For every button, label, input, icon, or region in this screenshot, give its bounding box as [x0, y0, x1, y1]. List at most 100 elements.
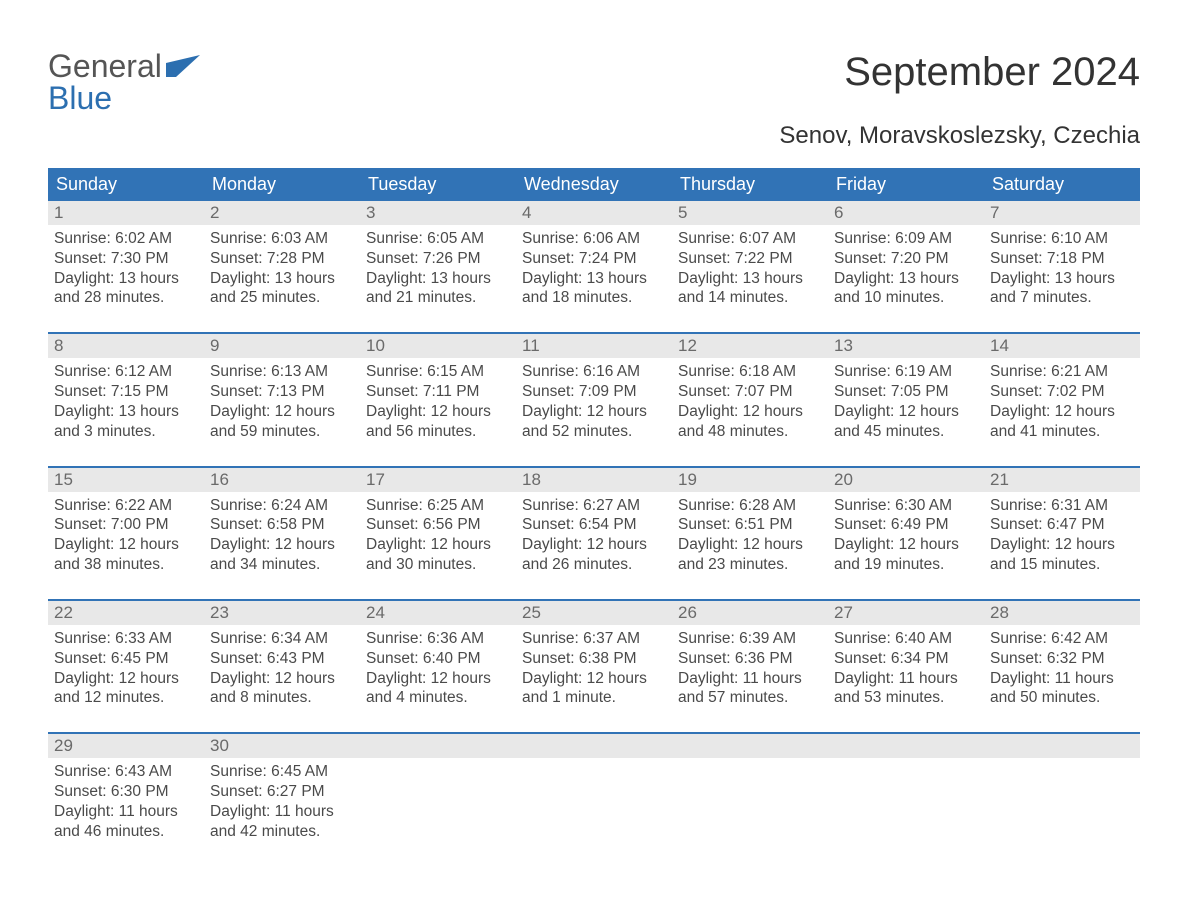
daylight-line-2: and 48 minutes.	[678, 422, 822, 442]
day-cell: Sunrise: 6:34 AMSunset: 6:43 PMDaylight:…	[204, 625, 360, 730]
daylight-line-2: and 21 minutes.	[366, 288, 510, 308]
daylight-line-2: and 53 minutes.	[834, 688, 978, 708]
day-cell: Sunrise: 6:25 AMSunset: 6:56 PMDaylight:…	[360, 492, 516, 597]
daylight-line-2: and 28 minutes.	[54, 288, 198, 308]
day-number: 19	[672, 468, 828, 492]
daylight-line-2: and 25 minutes.	[210, 288, 354, 308]
day-cell: Sunrise: 6:28 AMSunset: 6:51 PMDaylight:…	[672, 492, 828, 597]
day-cell: Sunrise: 6:36 AMSunset: 6:40 PMDaylight:…	[360, 625, 516, 730]
daylight-line-1: Daylight: 12 hours	[366, 669, 510, 689]
sunset-line: Sunset: 7:11 PM	[366, 382, 510, 402]
daylight-line-2: and 12 minutes.	[54, 688, 198, 708]
day-cell: Sunrise: 6:06 AMSunset: 7:24 PMDaylight:…	[516, 225, 672, 330]
sunset-line: Sunset: 7:07 PM	[678, 382, 822, 402]
day-number: 30	[204, 734, 360, 758]
day-number: 18	[516, 468, 672, 492]
daylight-line-2: and 45 minutes.	[834, 422, 978, 442]
day-cell	[672, 758, 828, 863]
day-cell	[828, 758, 984, 863]
sunset-line: Sunset: 6:27 PM	[210, 782, 354, 802]
sunset-line: Sunset: 7:26 PM	[366, 249, 510, 269]
sunrise-line: Sunrise: 6:06 AM	[522, 229, 666, 249]
dow-cell: Thursday	[672, 168, 828, 201]
location: Senov, Moravskoslezsky, Czechia	[48, 122, 1140, 150]
sunrise-line: Sunrise: 6:40 AM	[834, 629, 978, 649]
daylight-line-2: and 46 minutes.	[54, 822, 198, 842]
day-cell: Sunrise: 6:07 AMSunset: 7:22 PMDaylight:…	[672, 225, 828, 330]
day-number	[672, 734, 828, 758]
day-cell: Sunrise: 6:21 AMSunset: 7:02 PMDaylight:…	[984, 358, 1140, 463]
daylight-line-1: Daylight: 13 hours	[366, 269, 510, 289]
logo-text-blue: Blue	[48, 80, 112, 116]
daylight-line-1: Daylight: 11 hours	[678, 669, 822, 689]
day-cell: Sunrise: 6:33 AMSunset: 6:45 PMDaylight:…	[48, 625, 204, 730]
sunrise-line: Sunrise: 6:42 AM	[990, 629, 1134, 649]
day-cell: Sunrise: 6:03 AMSunset: 7:28 PMDaylight:…	[204, 225, 360, 330]
logo-flag-icon	[166, 55, 200, 77]
sunset-line: Sunset: 6:58 PM	[210, 515, 354, 535]
dow-cell: Tuesday	[360, 168, 516, 201]
daylight-line-2: and 10 minutes.	[834, 288, 978, 308]
daylight-line-1: Daylight: 13 hours	[990, 269, 1134, 289]
daylight-line-1: Daylight: 12 hours	[990, 402, 1134, 422]
sunset-line: Sunset: 7:22 PM	[678, 249, 822, 269]
sunset-line: Sunset: 6:32 PM	[990, 649, 1134, 669]
dow-cell: Friday	[828, 168, 984, 201]
daylight-line-1: Daylight: 13 hours	[54, 269, 198, 289]
daylight-line-2: and 15 minutes.	[990, 555, 1134, 575]
sunset-line: Sunset: 7:05 PM	[834, 382, 978, 402]
daylight-line-2: and 52 minutes.	[522, 422, 666, 442]
days-of-week-header: SundayMondayTuesdayWednesdayThursdayFrid…	[48, 168, 1140, 201]
daylight-line-1: Daylight: 11 hours	[834, 669, 978, 689]
calendar-week: 2930Sunrise: 6:43 AMSunset: 6:30 PMDayli…	[48, 732, 1140, 863]
day-number: 11	[516, 334, 672, 358]
day-number: 25	[516, 601, 672, 625]
dow-cell: Sunday	[48, 168, 204, 201]
daylight-line-1: Daylight: 13 hours	[522, 269, 666, 289]
sunset-line: Sunset: 6:54 PM	[522, 515, 666, 535]
daylight-line-1: Daylight: 12 hours	[210, 669, 354, 689]
sunrise-line: Sunrise: 6:31 AM	[990, 496, 1134, 516]
day-number: 8	[48, 334, 204, 358]
sunrise-line: Sunrise: 6:25 AM	[366, 496, 510, 516]
sunset-line: Sunset: 7:00 PM	[54, 515, 198, 535]
sunrise-line: Sunrise: 6:24 AM	[210, 496, 354, 516]
month-title: September 2024	[844, 50, 1140, 95]
daylight-line-1: Daylight: 12 hours	[834, 535, 978, 555]
day-cell	[516, 758, 672, 863]
sunrise-line: Sunrise: 6:12 AM	[54, 362, 198, 382]
day-number	[360, 734, 516, 758]
sunrise-line: Sunrise: 6:34 AM	[210, 629, 354, 649]
daylight-line-2: and 26 minutes.	[522, 555, 666, 575]
day-number: 12	[672, 334, 828, 358]
daylight-line-1: Daylight: 12 hours	[678, 402, 822, 422]
daylight-line-2: and 56 minutes.	[366, 422, 510, 442]
sunset-line: Sunset: 7:24 PM	[522, 249, 666, 269]
daylight-line-1: Daylight: 13 hours	[210, 269, 354, 289]
sunrise-line: Sunrise: 6:10 AM	[990, 229, 1134, 249]
sunrise-line: Sunrise: 6:07 AM	[678, 229, 822, 249]
dow-cell: Monday	[204, 168, 360, 201]
sunrise-line: Sunrise: 6:15 AM	[366, 362, 510, 382]
sunset-line: Sunset: 6:43 PM	[210, 649, 354, 669]
sunrise-line: Sunrise: 6:37 AM	[522, 629, 666, 649]
daylight-line-1: Daylight: 12 hours	[54, 669, 198, 689]
sunrise-line: Sunrise: 6:21 AM	[990, 362, 1134, 382]
logo: General Blue	[48, 50, 200, 114]
day-cell: Sunrise: 6:43 AMSunset: 6:30 PMDaylight:…	[48, 758, 204, 863]
daylight-line-1: Daylight: 12 hours	[990, 535, 1134, 555]
calendar-week: 22232425262728Sunrise: 6:33 AMSunset: 6:…	[48, 599, 1140, 730]
daylight-line-1: Daylight: 11 hours	[990, 669, 1134, 689]
day-number: 24	[360, 601, 516, 625]
day-number: 13	[828, 334, 984, 358]
sunset-line: Sunset: 7:20 PM	[834, 249, 978, 269]
day-cell: Sunrise: 6:31 AMSunset: 6:47 PMDaylight:…	[984, 492, 1140, 597]
day-number: 4	[516, 201, 672, 225]
daylight-line-2: and 34 minutes.	[210, 555, 354, 575]
day-cell	[360, 758, 516, 863]
calendar-week: 891011121314Sunrise: 6:12 AMSunset: 7:15…	[48, 332, 1140, 463]
daylight-line-2: and 19 minutes.	[834, 555, 978, 575]
daylight-line-1: Daylight: 13 hours	[834, 269, 978, 289]
day-cell: Sunrise: 6:22 AMSunset: 7:00 PMDaylight:…	[48, 492, 204, 597]
daylight-line-2: and 38 minutes.	[54, 555, 198, 575]
